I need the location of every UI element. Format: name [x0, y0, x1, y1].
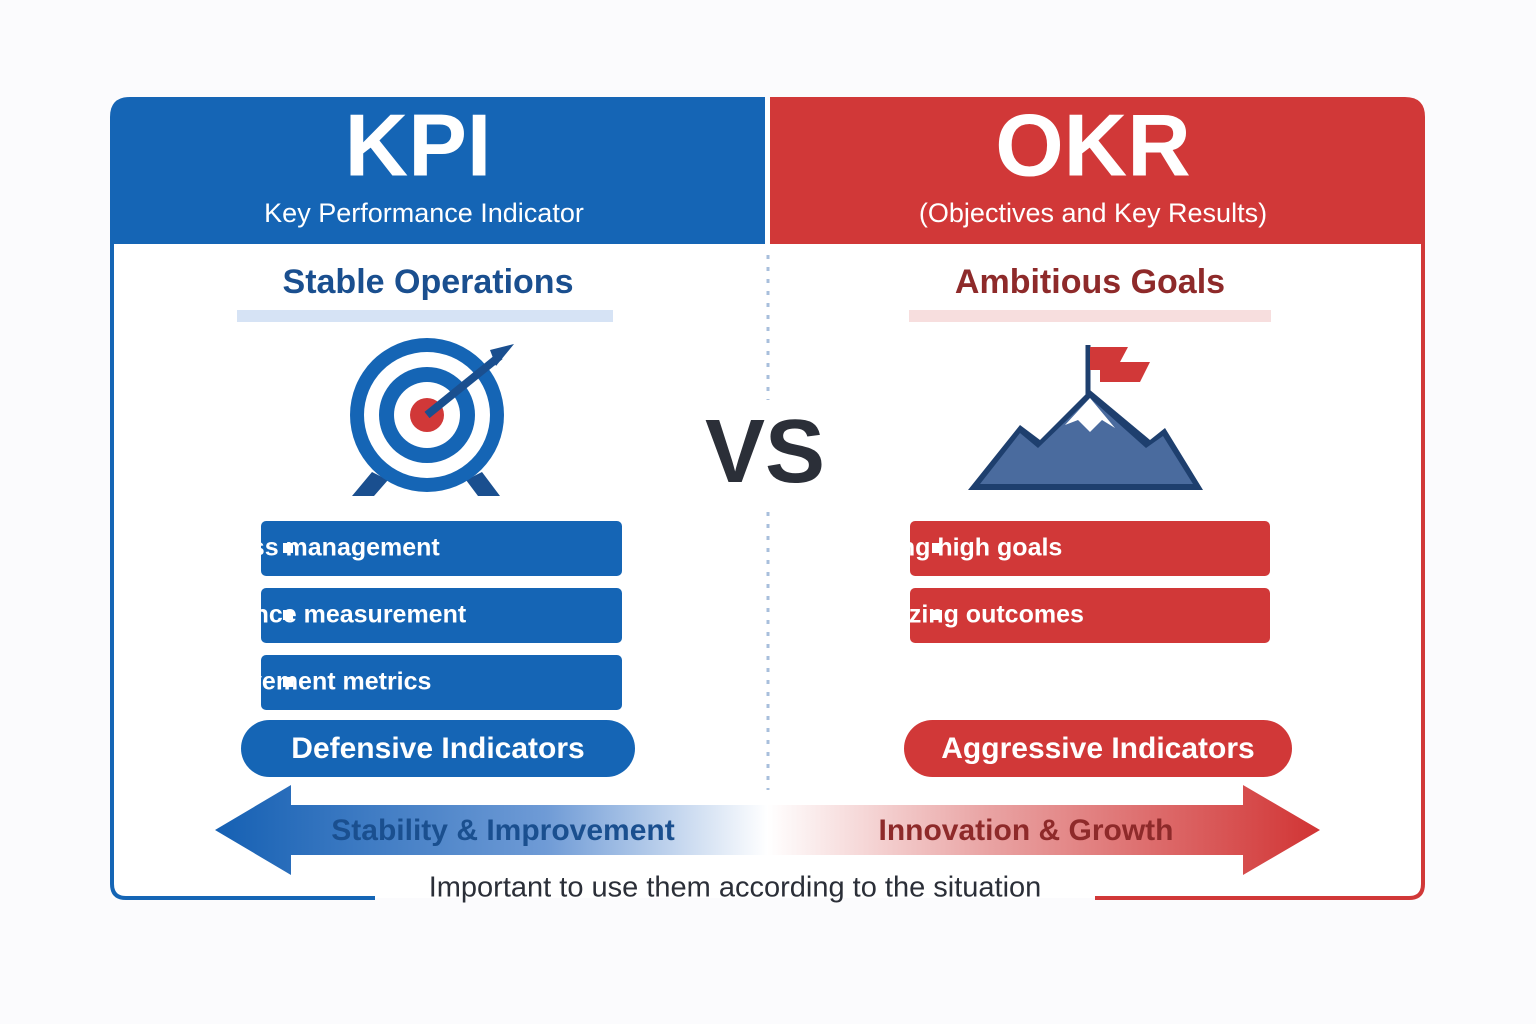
item-box	[261, 655, 622, 710]
kpi-frame	[110, 244, 375, 900]
target-icon	[350, 338, 514, 496]
item-bullet	[283, 677, 293, 687]
okr-frame	[1095, 244, 1425, 900]
badge-label: Defensive Indicators	[291, 732, 584, 765]
direction-arrow	[215, 785, 1320, 875]
kpi-header	[110, 97, 765, 244]
item-label: Maximizing outcomes	[824, 601, 1084, 629]
okr-subtitle: (Objectives and Key Results)	[919, 198, 1267, 228]
item-label: Progress management	[170, 534, 440, 562]
kpi-heading-underline	[237, 310, 613, 322]
item-bullet	[283, 610, 293, 620]
okr-heading-underline	[909, 310, 1271, 322]
item-box	[261, 588, 622, 643]
vs-label: VS	[705, 402, 825, 502]
footer-note: Important to use them according to the s…	[429, 872, 1042, 904]
item-label: Setting high goals	[846, 534, 1063, 562]
kpi-title: KPI	[345, 95, 492, 194]
item-box	[910, 588, 1270, 643]
okr-heading: Ambitious Goals	[955, 263, 1225, 301]
mountain-icon	[968, 345, 1203, 490]
item-bullet	[283, 543, 293, 553]
badge	[241, 720, 635, 777]
kpi-heading: Stable Operations	[283, 263, 574, 301]
badge-label: Aggressive Indicators	[941, 732, 1254, 765]
item-bullet	[932, 610, 942, 620]
arrow-right-label: Innovation & Growth	[879, 814, 1174, 847]
item-label: Performance measurement	[144, 601, 467, 629]
okr-title: OKR	[995, 95, 1191, 194]
badge	[904, 720, 1292, 777]
kpi-subtitle: Key Performance Indicator	[264, 198, 584, 228]
item-box	[261, 521, 622, 576]
item-bullet	[932, 543, 942, 553]
okr-header	[770, 97, 1425, 244]
arrow-left-label: Stability & Improvement	[331, 814, 674, 847]
item-box	[910, 521, 1270, 576]
item-label: Improvement metrics	[179, 668, 432, 696]
